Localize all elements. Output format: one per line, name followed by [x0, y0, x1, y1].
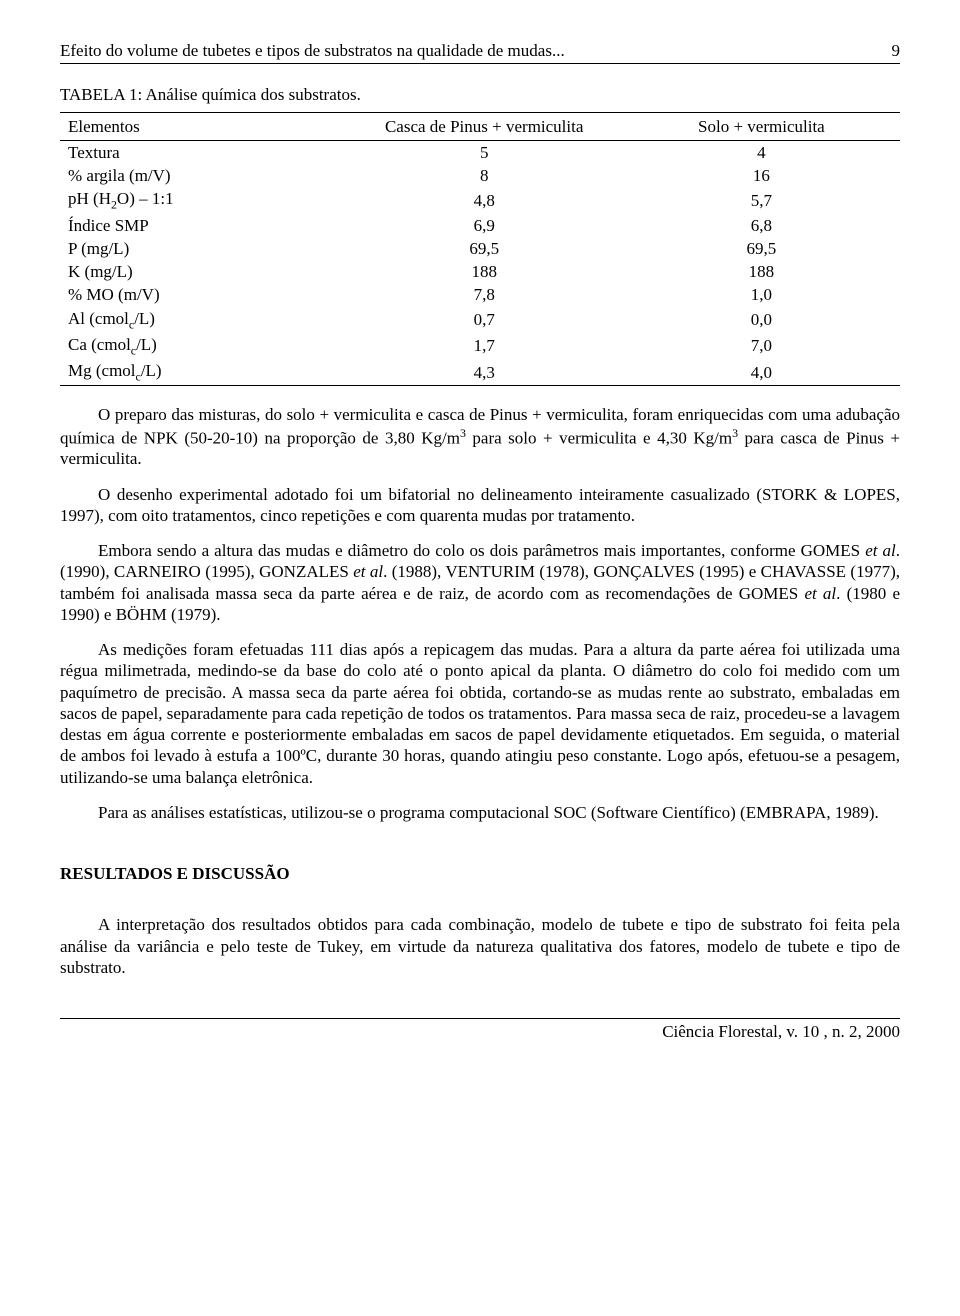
row-label: Al (cmolc/L) [60, 307, 346, 333]
col-header-solo: Solo + vermiculita [623, 112, 900, 140]
row-val2: 6,8 [623, 214, 900, 237]
running-title: Efeito do volume de tubetes e tipos de s… [60, 40, 565, 61]
text: Embora sendo a altura das mudas e diâmet… [98, 541, 865, 560]
row-label: pH (H2O) – 1:1 [60, 187, 346, 213]
text: para solo + vermiculita e 4,30 Kg/m [466, 428, 732, 447]
row-label: Ca (cmolc/L) [60, 333, 346, 359]
section-heading: RESULTADOS E DISCUSSÃO [60, 863, 900, 884]
row-val2: 16 [623, 164, 900, 187]
row-val2: 188 [623, 260, 900, 283]
italic-text: et al [353, 562, 383, 581]
table-row: Ca (cmolc/L) 1,7 7,0 [60, 333, 900, 359]
chemical-analysis-table: Elementos Casca de Pinus + vermiculita S… [60, 112, 900, 387]
page-header: Efeito do volume de tubetes e tipos de s… [60, 40, 900, 64]
row-val2: 69,5 [623, 237, 900, 260]
row-val1: 0,7 [346, 307, 623, 333]
body-paragraph-2: O desenho experimental adotado foi um bi… [60, 484, 900, 527]
row-val2: 4 [623, 140, 900, 164]
page-number: 9 [892, 40, 901, 61]
table-header-row: Elementos Casca de Pinus + vermiculita S… [60, 112, 900, 140]
table-row: K (mg/L) 188 188 [60, 260, 900, 283]
col-header-casca: Casca de Pinus + vermiculita [346, 112, 623, 140]
row-label: P (mg/L) [60, 237, 346, 260]
row-val1: 7,8 [346, 283, 623, 306]
body-paragraph-5: Para as análises estatísticas, utilizou-… [60, 802, 900, 823]
row-val1: 5 [346, 140, 623, 164]
row-label: Mg (cmolc/L) [60, 359, 346, 386]
row-val1: 4,3 [346, 359, 623, 386]
table-caption: TABELA 1: Análise química dos substratos… [60, 84, 900, 105]
page-footer: Ciência Florestal, v. 10 , n. 2, 2000 [60, 1018, 900, 1042]
body-paragraph-1: O preparo das misturas, do solo + vermic… [60, 404, 900, 469]
table-row: Índice SMP 6,9 6,8 [60, 214, 900, 237]
table-row: Mg (cmolc/L) 4,3 4,0 [60, 359, 900, 386]
row-val2: 4,0 [623, 359, 900, 386]
row-label: K (mg/L) [60, 260, 346, 283]
table-row: Al (cmolc/L) 0,7 0,0 [60, 307, 900, 333]
table-row: Textura 5 4 [60, 140, 900, 164]
col-header-elementos: Elementos [60, 112, 346, 140]
row-label: Textura [60, 140, 346, 164]
row-val1: 4,8 [346, 187, 623, 213]
row-val1: 6,9 [346, 214, 623, 237]
row-val1: 1,7 [346, 333, 623, 359]
row-val2: 0,0 [623, 307, 900, 333]
table-row: % argila (m/V) 8 16 [60, 164, 900, 187]
body-paragraph-4: As medições foram efetuadas 111 dias apó… [60, 639, 900, 788]
row-val2: 5,7 [623, 187, 900, 213]
row-label: % MO (m/V) [60, 283, 346, 306]
row-val2: 1,0 [623, 283, 900, 306]
italic-text: et al [865, 541, 896, 560]
section-paragraph-1: A interpretação dos resultados obtidos p… [60, 914, 900, 978]
table-row: P (mg/L) 69,5 69,5 [60, 237, 900, 260]
row-val1: 69,5 [346, 237, 623, 260]
italic-text: et al [804, 584, 836, 603]
row-val2: 7,0 [623, 333, 900, 359]
table-row: % MO (m/V) 7,8 1,0 [60, 283, 900, 306]
journal-citation: Ciência Florestal, v. 10 , n. 2, 2000 [662, 1021, 900, 1042]
table-row: pH (H2O) – 1:1 4,8 5,7 [60, 187, 900, 213]
row-label: Índice SMP [60, 214, 346, 237]
row-val1: 188 [346, 260, 623, 283]
body-paragraph-3: Embora sendo a altura das mudas e diâmet… [60, 540, 900, 625]
row-label: % argila (m/V) [60, 164, 346, 187]
row-val1: 8 [346, 164, 623, 187]
